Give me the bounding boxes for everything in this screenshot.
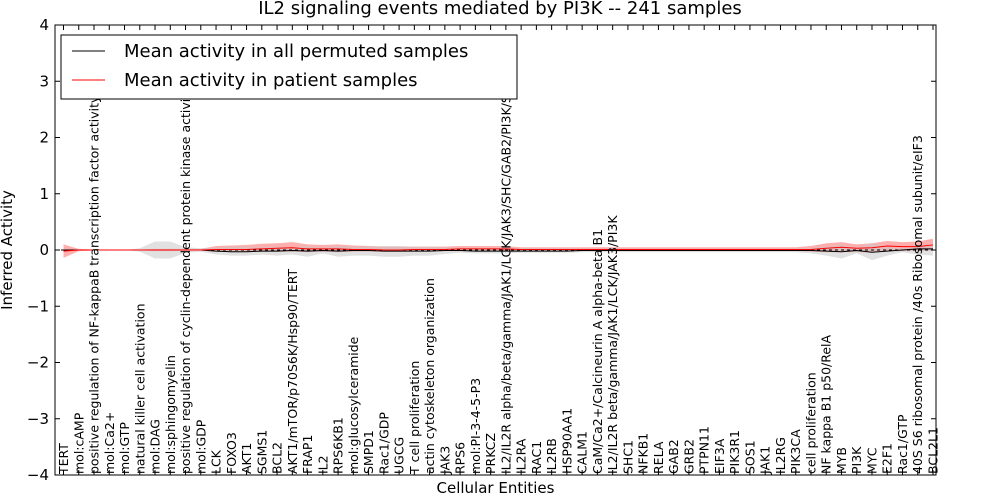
- x-tick-label: JAK3: [437, 446, 452, 475]
- y-tick-label: 2: [39, 129, 49, 147]
- x-tick-label: PI3K: [849, 446, 864, 474]
- x-tick-label: mol:sphingomyelin: [163, 355, 178, 474]
- x-tick-label: FOXO3: [224, 432, 239, 474]
- x-tick-label: CALM1: [575, 431, 590, 474]
- x-tick-label: mol:GTP: [117, 422, 132, 474]
- legend-box: [60, 34, 518, 100]
- x-tick-label: T cell proliferation: [407, 361, 422, 475]
- x-tick-label: positive regulation of cyclin-dependent …: [178, 86, 193, 474]
- x-tick-label: TERT: [56, 443, 71, 475]
- y-tick-label: 3: [39, 72, 49, 90]
- x-tick-label: mol:GDP: [193, 419, 208, 474]
- x-tick-label: PTPN11: [697, 426, 712, 474]
- x-tick-label: RELA: [651, 441, 666, 474]
- x-tick-label: AKT1/mTOR/p70S6K/Hsp90/TERT: [285, 268, 300, 474]
- x-tick-label: IL2: [315, 455, 330, 474]
- x-tick-label: PIK3CA: [788, 429, 803, 474]
- x-tick-label: mol:PI-3-4-5-P3: [468, 378, 483, 474]
- x-tick-label: 40S S6 ribosomal protein /40s Ribosomal …: [910, 135, 925, 474]
- x-tick-label: cell proliferation: [803, 372, 818, 474]
- y-tick-label: −2: [27, 354, 49, 372]
- x-tick-label: JAK1: [758, 446, 773, 475]
- x-tick-label: positive regulation of NF-kappaB transcr…: [87, 95, 102, 474]
- x-tick-label: IL2/IL2R alpha/beta/gamma/JAK1/LCK/JAK3/…: [498, 69, 513, 474]
- chart-title: IL2 signaling events mediated by PI3K --…: [258, 0, 742, 19]
- x-tick-label: PIK3R1: [727, 430, 742, 474]
- legend-entry-1: Mean activity in patient samples: [124, 70, 418, 91]
- x-tick-label: Rac1/GDP: [376, 412, 391, 474]
- x-tick-label: RPS6: [453, 442, 468, 474]
- x-tick-label: MYB: [834, 447, 849, 474]
- x-tick-label: SOS1: [742, 440, 757, 474]
- x-tick-label: SGMS1: [254, 430, 269, 474]
- x-tick-label: actin cytoskeleton organization: [422, 278, 437, 474]
- x-tick-label: FRAP1: [300, 435, 315, 474]
- x-tick-label: IL2RA: [514, 438, 529, 474]
- x-tick-label: HSP90AA1: [559, 408, 574, 474]
- x-tick-label: BCL2L1: [926, 427, 941, 474]
- y-tick-label: −1: [27, 297, 49, 315]
- x-tick-label: SMPD1: [361, 430, 376, 474]
- x-tick-label: PRKCZ: [483, 433, 498, 474]
- y-tick-label: 4: [39, 16, 49, 34]
- x-tick-label: LCK: [209, 449, 224, 474]
- x-tick-label: CaM/Ca2+/Calcineurin A alpha-beta B1: [590, 229, 605, 474]
- x-tick-label: Rac1/GTP: [895, 414, 910, 474]
- x-tick-label: IL2RG: [773, 437, 788, 474]
- x-tick-label: UGCG: [392, 437, 407, 474]
- y-tick-label: −4: [27, 466, 49, 484]
- x-tick-label: RPS6KB1: [331, 417, 346, 474]
- x-tick-label: mol:cAMP: [71, 412, 86, 474]
- title-layer: IL2 signaling events mediated by PI3K --…: [0, 0, 742, 497]
- x-tick-label: mol:Ca2+: [102, 412, 117, 474]
- x-tick-label: NFKB1: [636, 433, 651, 474]
- x-axis-title: Cellular Entities: [437, 479, 555, 497]
- x-tick-label: SHC1: [620, 440, 635, 474]
- series-line-0: [63, 248, 933, 253]
- x-tick-label: mol:DAG: [148, 419, 163, 474]
- x-tick-label: NF kappa B1 p50/RelA: [819, 334, 834, 474]
- x-tick-label: RAC1: [529, 441, 544, 474]
- x-tick-label: GRB2: [681, 439, 696, 474]
- x-tick-label: GAB2: [666, 439, 681, 474]
- x-tick-label: EIF3A: [712, 438, 727, 474]
- x-tick-label: natural killer cell activation: [132, 303, 147, 474]
- x-tick-label: IL2RB: [544, 438, 559, 474]
- y-tick-label: 1: [39, 185, 49, 203]
- x-tick-label: BCL2: [270, 442, 285, 474]
- y-axis-title: Inferred Activity: [0, 190, 16, 310]
- y-tick-label: −3: [27, 410, 49, 428]
- legend: Mean activity in all permuted samples Mea…: [60, 34, 518, 100]
- legend-entry-0: Mean activity in all permuted samples: [124, 41, 468, 62]
- y-tick-label: 0: [39, 241, 49, 259]
- x-tick-label: mol:glucosylceramide: [346, 336, 361, 474]
- x-tick-label: AKT1: [239, 443, 254, 474]
- x-tick-label: E2F1: [880, 443, 895, 474]
- x-tick-label: MYC: [864, 447, 879, 474]
- x-tick-label: IL2/IL2R beta/gamma/JAK1/LCK/JAK3/PI3K: [605, 215, 620, 474]
- series-line-1: [63, 244, 934, 252]
